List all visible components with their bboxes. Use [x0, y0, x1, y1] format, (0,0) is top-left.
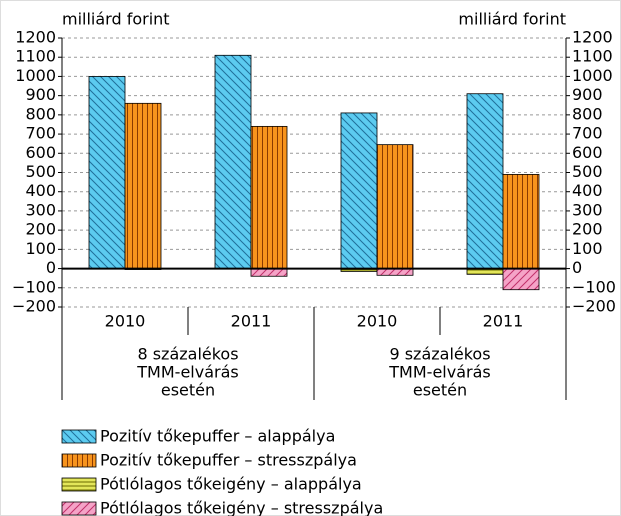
y-tick-label: −100 [12, 277, 56, 296]
bar [124, 102, 162, 269]
group-label: esetén [161, 381, 215, 400]
group-label: esetén [413, 381, 467, 400]
y-tick-label: 200 [25, 220, 56, 239]
bar [250, 268, 288, 277]
legend-label: Pótlólagos tőkeigény – stresszpálya [100, 499, 383, 516]
bar [502, 174, 540, 269]
y2-tick-label: 500 [572, 162, 603, 181]
bar [466, 93, 504, 269]
y-tick-label: 1200 [15, 28, 56, 47]
y2-tick-label: −100 [572, 277, 616, 296]
legend-label: Pozitív tőkepuffer – stresszpálya [100, 451, 357, 470]
y-tick-label: −200 [12, 297, 56, 316]
y2-tick-label: 1000 [572, 66, 613, 85]
y-tick-label: 100 [25, 239, 56, 258]
x-tick-label: 2010 [357, 312, 398, 331]
x-tick-label: 2011 [231, 312, 272, 331]
legend-swatch [61, 501, 97, 516]
y-tick-label: 1100 [15, 47, 56, 66]
bar [502, 268, 540, 291]
y2-tick-label: 1100 [572, 47, 613, 66]
group-label: 8 százalékos [137, 345, 238, 364]
y-tick-label: 600 [25, 143, 56, 162]
y2-tick-label: −200 [572, 297, 616, 316]
y2-tick-label: 200 [572, 220, 603, 239]
bar [376, 268, 414, 276]
x-tick-label: 2010 [105, 312, 146, 331]
bar [88, 76, 126, 269]
group-label: 9 százalékos [389, 345, 490, 364]
y2-tick-label: 0 [572, 258, 582, 277]
y-tick-label: 1000 [15, 66, 56, 85]
y2-tick-label: 400 [572, 181, 603, 200]
y-tick-label: 500 [25, 162, 56, 181]
group-label: TMM-elvárás [388, 363, 490, 382]
y-tick-label: 400 [25, 181, 56, 200]
bar [214, 54, 252, 269]
group-label: TMM-elvárás [136, 363, 238, 382]
y2-tick-label: 300 [572, 200, 603, 219]
y2-tick-label: 700 [572, 124, 603, 143]
y-tick-label: 800 [25, 104, 56, 123]
x-tick-label: 2011 [483, 312, 524, 331]
bar [250, 125, 288, 269]
y-tick-label: 0 [46, 258, 56, 277]
y-unit-left: milliárd forint [62, 10, 170, 29]
legend-swatch [61, 429, 97, 444]
legend-label: Pozitív tőkepuffer – alappálya [100, 427, 335, 446]
legend-swatch [61, 453, 97, 468]
legend-label: Pótlólagos tőkeigény – alappálya [100, 475, 362, 494]
y-tick-label: 300 [25, 200, 56, 219]
y2-tick-label: 600 [572, 143, 603, 162]
y2-tick-label: 900 [572, 85, 603, 104]
y2-tick-label: 1200 [572, 28, 613, 47]
y-tick-label: 700 [25, 124, 56, 143]
bar [376, 144, 414, 269]
legend-swatch [61, 477, 97, 492]
y2-tick-label: 100 [572, 239, 603, 258]
y2-tick-label: 800 [572, 104, 603, 123]
y-unit-right: milliárd forint [458, 10, 566, 29]
y-tick-label: 900 [25, 85, 56, 104]
bar [340, 112, 378, 269]
